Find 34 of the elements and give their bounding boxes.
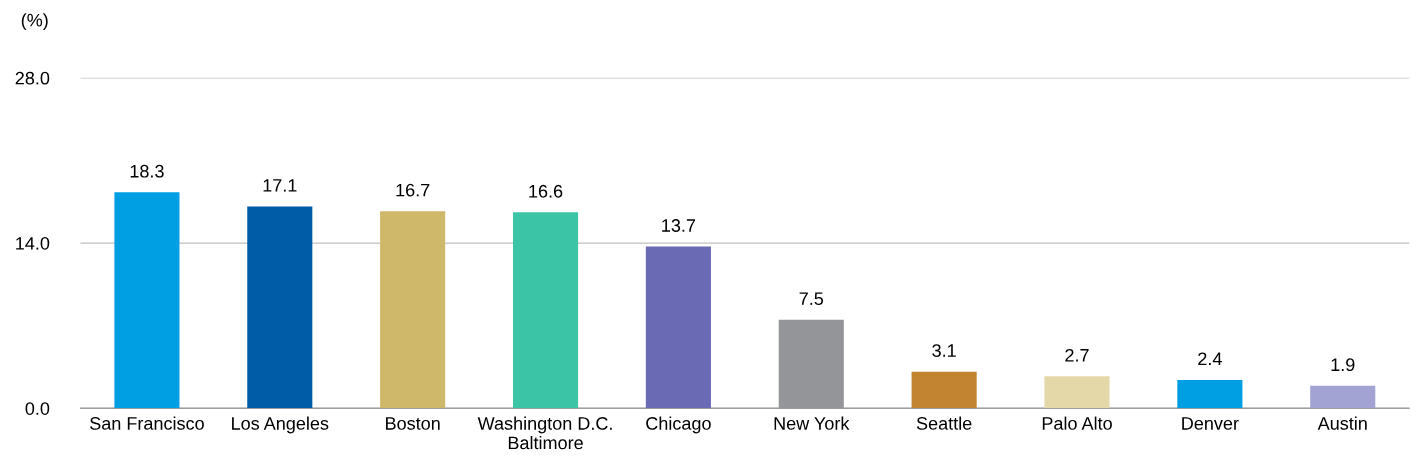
data-label: 18.3: [130, 164, 164, 178]
data-label: 1.9: [1331, 358, 1355, 372]
x-tick-label: Chicago: [646, 416, 711, 434]
x-tick-label: Boston: [386, 417, 440, 430]
bar: [911, 371, 977, 409]
y-tick-label: 14.0: [16, 236, 50, 250]
data-label: 13.7: [662, 219, 696, 232]
data-label: 2.4: [1198, 352, 1222, 366]
x-tick-label: Denver: [1182, 417, 1239, 430]
x-tick-label: Washington D.C. Baltimore: [477, 416, 612, 450]
x-tick-label: Palo Alto: [1042, 416, 1112, 430]
bar: [1310, 385, 1376, 409]
y-tick-label: 0.0: [25, 402, 50, 415]
x-tick-label: New York: [774, 416, 850, 430]
bar: [247, 206, 313, 409]
bar: [778, 319, 844, 409]
x-tick-label: Seattle: [916, 416, 972, 430]
data-label: 16.6: [529, 184, 563, 198]
data-label: 7.5: [799, 292, 824, 306]
x-tick-label: Los Angeles: [232, 416, 329, 434]
bar: [512, 212, 579, 409]
y-axis-title: (%): [21, 13, 48, 31]
bar: [380, 211, 446, 409]
x-tick-label: Austin: [1317, 416, 1367, 430]
data-label: 2.7: [1065, 348, 1089, 362]
x-tick-label: San Francisco: [90, 416, 204, 430]
data-label: 3.1: [932, 344, 956, 357]
bar: [1044, 376, 1110, 409]
bar: [114, 192, 180, 409]
data-label: 17.1: [263, 179, 297, 192]
data-label: 16.7: [396, 183, 430, 197]
bar: [645, 246, 711, 409]
bar: [1177, 379, 1243, 409]
y-tick-label: 28.0: [15, 71, 50, 85]
